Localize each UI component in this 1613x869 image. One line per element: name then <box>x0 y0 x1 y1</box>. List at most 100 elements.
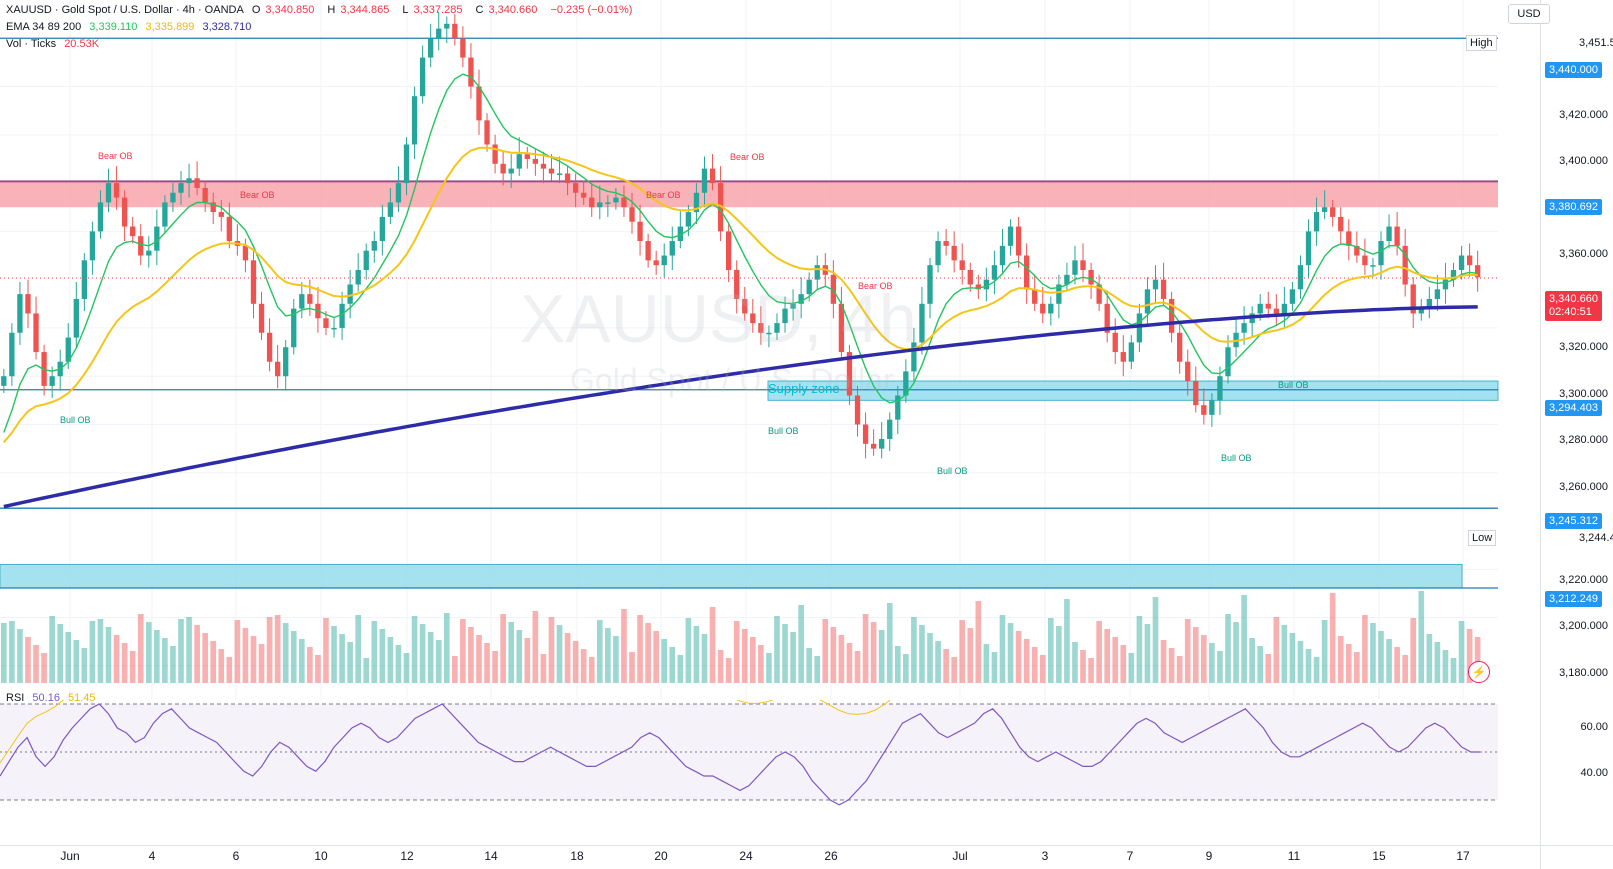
volume-bar <box>121 643 128 683</box>
candle-body <box>524 154 530 159</box>
candle-body <box>1193 381 1199 406</box>
volume-bar <box>1128 653 1135 683</box>
price-axis[interactable]: 3,420.000 3,400.000 3,360.000 3,320.000 … <box>1540 0 1613 845</box>
candle-body <box>589 197 595 208</box>
candle-body <box>1007 226 1014 246</box>
level-tag-3245[interactable]: 3,245.312 <box>1545 513 1602 529</box>
volume-bar <box>25 637 31 683</box>
volume-bar <box>323 618 329 683</box>
axis-corner <box>1540 845 1613 869</box>
volume-bar <box>927 633 933 683</box>
volume-legend[interactable]: Vol · Ticks 20.53K <box>6 38 104 50</box>
candle-body <box>1064 274 1070 285</box>
candle-body <box>73 298 79 338</box>
volume-bar <box>274 615 281 683</box>
volume-bar <box>1241 595 1247 683</box>
candle-body <box>387 202 394 217</box>
volume-bar <box>1313 657 1320 683</box>
volume-bar <box>1007 623 1014 683</box>
candle-body <box>1386 226 1392 242</box>
candle-body <box>170 192 176 203</box>
volume-bar <box>983 644 990 683</box>
volume-bar <box>540 654 547 683</box>
time-axis[interactable]: Jun 4 6 10 12 14 18 20 24 26 Jul 3 7 9 1… <box>0 845 1540 869</box>
volume-bar <box>387 637 394 683</box>
volume-bar <box>355 615 362 683</box>
candle-body <box>105 183 112 203</box>
volume-bar <box>564 633 571 683</box>
level-tag-3380[interactable]: 3,380.692 <box>1545 199 1602 215</box>
volume-bar <box>588 657 595 683</box>
volume-bar <box>975 601 982 683</box>
volume-bar <box>65 632 72 683</box>
candle-body <box>210 202 216 213</box>
volume-bar <box>250 636 257 683</box>
high-label: H <box>327 4 336 16</box>
main-price-chart[interactable]: XAUUSD, 4h Gold Spot / U.S. Dollar <box>0 0 1540 700</box>
ema200-value: 3,328.710 <box>202 21 252 33</box>
volume-bar <box>427 632 434 683</box>
time-tick: 6 <box>232 849 240 863</box>
lightning-icon[interactable]: ⚡ <box>1468 661 1490 683</box>
volume-bar <box>1112 637 1119 683</box>
time-tick: 24 <box>739 849 753 863</box>
volume-bar <box>1152 597 1159 683</box>
candle-body <box>395 183 402 203</box>
candle-body <box>411 96 418 145</box>
bull-ob-label: Bull OB <box>937 466 968 476</box>
candle-body <box>202 187 208 203</box>
volume-bar <box>605 628 611 683</box>
volume-bar <box>162 638 168 683</box>
volume-bar <box>226 657 233 683</box>
candle-body <box>1048 303 1054 314</box>
level-tag-3212[interactable]: 3,212.249 <box>1545 591 1602 607</box>
candle-body <box>637 221 643 242</box>
candle-body <box>774 323 780 333</box>
candle-body <box>162 202 168 227</box>
rsi-chart[interactable] <box>0 700 1540 845</box>
candlestick-chart[interactable] <box>0 0 1540 700</box>
rsi-pane[interactable] <box>0 700 1540 845</box>
volume-bar <box>331 626 337 683</box>
volume-bar <box>935 641 941 683</box>
candle-body <box>975 284 981 290</box>
candle-body <box>1466 255 1473 266</box>
volume-bar <box>878 630 885 683</box>
candle-body <box>758 323 764 333</box>
current-price-tag[interactable]: 3,340.660 02:40:51 <box>1545 291 1602 321</box>
candle-body <box>790 303 796 309</box>
ema34-value: 3,339.110 <box>89 21 138 33</box>
currency-button[interactable]: USD <box>1508 4 1550 24</box>
ema-legend[interactable]: EMA 34 89 200 3,339.110 3,335.899 3,328.… <box>6 21 256 33</box>
volume-bar <box>1 623 7 683</box>
volume-bar <box>1015 631 1022 683</box>
time-tick: 4 <box>148 849 156 863</box>
candle-body <box>951 245 957 261</box>
volume-bar <box>33 645 39 683</box>
rsi-ma-value: 51.45 <box>68 692 96 704</box>
volume-bar <box>677 655 684 683</box>
level-tag-3294[interactable]: 3,294.403 <box>1545 400 1602 416</box>
candle-body <box>1096 284 1102 304</box>
candle-body <box>1378 241 1384 266</box>
candle-body <box>355 270 361 285</box>
candle-body <box>605 202 611 204</box>
candle-body <box>460 38 466 58</box>
candle-body <box>146 250 152 256</box>
volume-bar <box>572 641 579 683</box>
rsi-legend[interactable]: RSI 50.16 51.45 <box>6 692 101 704</box>
volume-bar <box>347 642 353 683</box>
level-tag-3440[interactable]: 3,440.000 <box>1545 62 1602 78</box>
volume-bar <box>210 641 217 683</box>
volume-bar <box>508 622 515 683</box>
volume-bar <box>57 624 64 683</box>
price-tick: 3,220.000 <box>1559 574 1608 586</box>
volume-bar <box>468 627 474 683</box>
symbol-title[interactable]: XAUUSD · Gold Spot / U.S. Dollar · 4h · … <box>6 4 244 16</box>
volume-bar <box>1378 631 1384 683</box>
candle-body <box>830 274 837 304</box>
volume-bar <box>782 624 788 683</box>
volume-bar <box>717 650 724 683</box>
candle-body <box>895 395 901 420</box>
volume-bar <box>443 613 450 683</box>
